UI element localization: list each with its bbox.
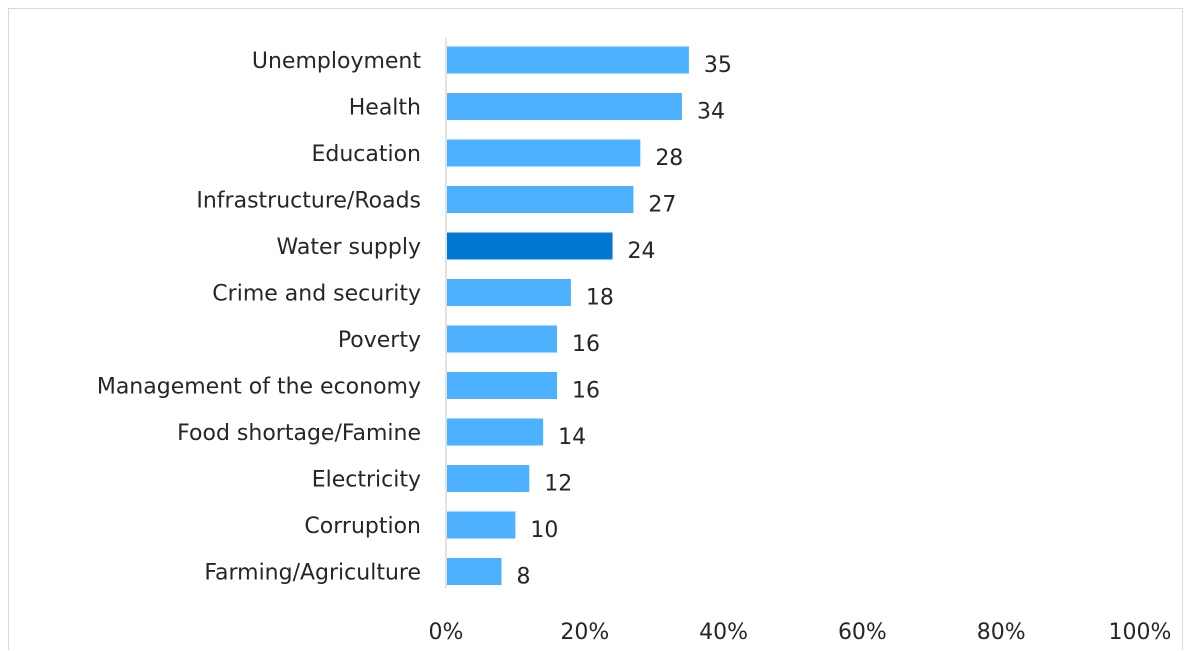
category-label: Education xyxy=(311,142,421,167)
x-tick-label: 0% xyxy=(429,620,464,645)
value-label: 24 xyxy=(628,239,656,264)
bar-infrastructure-roads xyxy=(447,186,634,213)
value-label: 27 xyxy=(648,193,676,218)
value-label: 34 xyxy=(697,100,725,125)
value-label: 18 xyxy=(586,286,614,311)
value-label: 16 xyxy=(572,332,600,357)
bar-crime-and-security xyxy=(447,279,571,306)
value-labels-group: 35 34 28 27 24 18 16 16 14 12 10 8 xyxy=(517,53,732,590)
bar-poverty xyxy=(447,325,558,353)
category-label: Water supply xyxy=(277,235,422,260)
value-label: 10 xyxy=(530,518,558,543)
x-tick-labels-group: 0% 20% 40% 60% 80% 100% xyxy=(429,620,1172,645)
category-label: Corruption xyxy=(304,514,421,539)
value-label: 14 xyxy=(558,425,586,450)
bar-management-of-the-economy xyxy=(447,372,558,399)
x-tick-label: 60% xyxy=(838,620,887,645)
bar-water-supply xyxy=(447,232,613,260)
category-label: Health xyxy=(349,96,421,121)
category-labels-group: Unemployment Health Education Infrastructur… xyxy=(97,49,422,586)
value-label: 35 xyxy=(704,53,732,78)
category-label: Crime and security xyxy=(212,282,421,307)
category-label: Management of the economy xyxy=(97,375,421,400)
category-label: Infrastructure/Roads xyxy=(196,189,421,214)
bar-farming-agriculture xyxy=(447,558,502,585)
x-tick-label: 20% xyxy=(560,620,609,645)
category-label: Unemployment xyxy=(252,49,421,74)
value-label: 16 xyxy=(572,379,600,404)
value-label: 12 xyxy=(544,472,572,497)
bar-electricity xyxy=(447,465,530,492)
value-label: 28 xyxy=(655,146,683,171)
x-tick-label: 40% xyxy=(699,620,748,645)
category-label: Electricity xyxy=(312,468,421,493)
x-tick-label: 80% xyxy=(977,620,1026,645)
x-tick-label: 100% xyxy=(1109,620,1172,645)
category-label: Farming/Agriculture xyxy=(204,561,421,586)
bar-corruption xyxy=(447,511,516,539)
category-label: Poverty xyxy=(338,328,421,353)
bar-education xyxy=(447,139,641,167)
bar-food-shortage-famine xyxy=(447,418,544,446)
bar-unemployment xyxy=(447,46,689,74)
category-label: Food shortage/Famine xyxy=(177,421,421,446)
value-label: 8 xyxy=(517,565,531,590)
bar-health xyxy=(447,93,682,120)
bars-group xyxy=(447,46,689,585)
